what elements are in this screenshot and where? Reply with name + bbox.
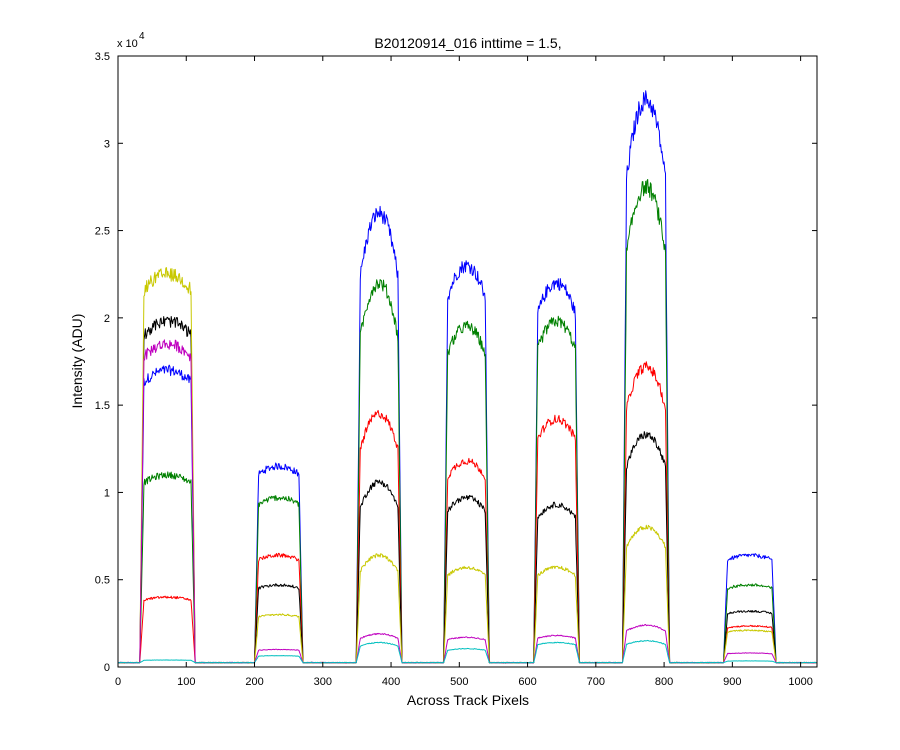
series-layer xyxy=(117,90,817,664)
series-line-0 xyxy=(117,90,817,664)
series-line-1 xyxy=(117,179,817,664)
y-tick-label: 0.5 xyxy=(95,575,110,587)
y-tick-label: 3 xyxy=(104,138,110,150)
y-exponent-label: x 10 xyxy=(117,38,138,50)
x-tick-label: 200 xyxy=(245,676,263,688)
x-tick-label: 400 xyxy=(382,676,400,688)
x-tick-label: 600 xyxy=(518,676,536,688)
series-line-5 xyxy=(117,339,817,664)
x-tick-label: 800 xyxy=(655,676,673,688)
series-line-4 xyxy=(117,267,817,664)
x-tick-label: 300 xyxy=(314,676,332,688)
x-tick-label: 900 xyxy=(723,676,741,688)
x-axis-label: Across Track Pixels xyxy=(407,692,529,708)
x-tick-label: 0 xyxy=(115,676,121,688)
y-tick-label: 1 xyxy=(104,487,110,499)
y-tick-label: 1.5 xyxy=(95,400,110,412)
chart-title: B20120914_016 inttime = 1.5, xyxy=(374,35,561,51)
y-exponent-power: 4 xyxy=(139,31,145,42)
series-line-3 xyxy=(118,316,817,664)
y-tick-label: 0 xyxy=(104,662,110,674)
x-tick-label: 100 xyxy=(177,676,195,688)
y-tick-label: 2.5 xyxy=(95,226,110,238)
series-line-2 xyxy=(117,361,817,664)
plot-frame xyxy=(117,55,818,668)
ticks-layer: 0 100 200 300 400 500 600 700 800 900 1000 0 0.5 1 1.5… xyxy=(95,51,817,688)
series-line-6 xyxy=(117,639,817,664)
x-tick-label: 500 xyxy=(450,676,468,688)
y-tick-label: 3.5 xyxy=(95,51,110,63)
x-tick-label: 700 xyxy=(587,676,605,688)
y-axis-label: Intensity (ADU) xyxy=(69,314,85,409)
y-tick-label: 2 xyxy=(104,313,110,325)
x-tick-label: 1000 xyxy=(788,676,812,688)
